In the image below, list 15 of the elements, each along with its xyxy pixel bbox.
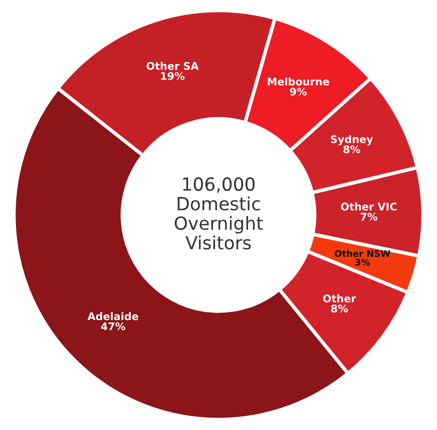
slice-label: Melbourne (268, 77, 330, 86)
slice-label: Other VIC (341, 202, 396, 211)
slice-label: Adelaide (88, 312, 138, 320)
data-label: 47% (101, 322, 126, 330)
slice-label: Sydney (330, 135, 373, 146)
slice-label: Other (323, 294, 356, 302)
slice-label: Other NSW (334, 250, 390, 257)
slice-label: Other SA (146, 62, 199, 70)
data-label: 8% (331, 304, 348, 312)
data-label: 9% (290, 88, 307, 96)
data-label: 19% (161, 72, 185, 80)
text: 106,000 Domestic Overnight Visitors (174, 177, 263, 250)
data-label: 3% (355, 258, 370, 266)
data-label: 7% (360, 212, 378, 221)
data-label: 8% (343, 145, 360, 154)
